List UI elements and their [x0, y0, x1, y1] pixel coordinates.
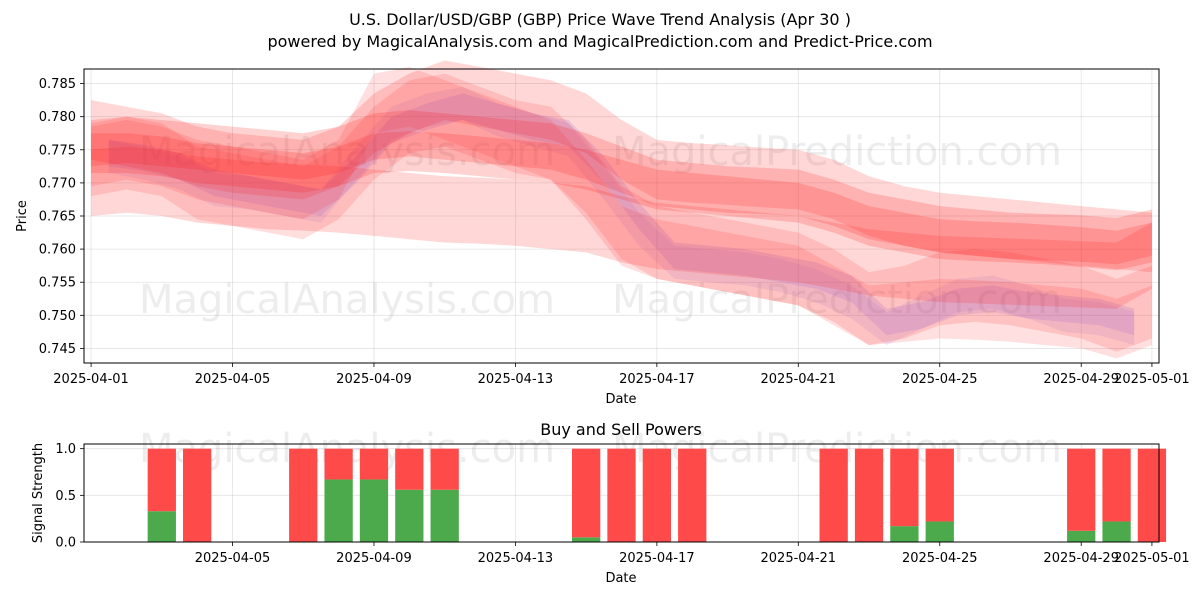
- buy-bar: [324, 479, 353, 542]
- price-y-tick-label: 0.760: [39, 243, 76, 258]
- sell-bar: [324, 448, 353, 480]
- sell-bar: [430, 448, 459, 490]
- price-x-tick-label: 2025-04-25: [902, 372, 978, 387]
- buy-sell-chart: Buy and Sell Powers MagicalAnalysis.com …: [31, 420, 1190, 586]
- price-x-tick-label: 2025-04-29: [1043, 372, 1119, 387]
- buy-sell-y-axis-label: Signal Strength: [31, 443, 46, 543]
- price-y-tick-label: 0.785: [39, 77, 76, 92]
- sell-bar: [147, 448, 176, 512]
- sell-bar: [183, 448, 212, 542]
- buy-bar: [925, 521, 954, 542]
- sell-bar: [395, 448, 424, 490]
- price-y-tick-label: 0.745: [39, 342, 76, 357]
- price-x-axis: 2025-04-01 2025-04-05 2025-04-09 2025-04-13…: [53, 363, 1190, 387]
- price-watermarks: MagicalAnalysis.com MagicalPrediction.co…: [139, 129, 1062, 323]
- price-wave-chart: MagicalAnalysis.com MagicalPrediction.co…: [15, 60, 1190, 407]
- buy-sell-y-tick-label: 0.5: [55, 489, 76, 504]
- main-chart-subtitle: powered by MagicalAnalysis.com and Magic…: [267, 32, 932, 51]
- buy-bar: [395, 489, 424, 542]
- buy-sell-axes-frame: [83, 443, 1160, 543]
- sell-bar: [1067, 448, 1096, 531]
- price-y-tick-label: 0.765: [39, 210, 76, 225]
- sell-bar: [289, 448, 318, 542]
- buy-sell-x-tick-label: 2025-04-17: [619, 551, 695, 566]
- price-x-tick-label: 2025-04-09: [336, 372, 412, 387]
- watermark-text: MagicalPrediction.com: [612, 277, 1062, 323]
- buy-bar: [359, 479, 389, 542]
- sell-bar: [925, 448, 954, 522]
- buy-bar: [147, 511, 176, 542]
- price-y-tick-label: 0.780: [39, 110, 76, 125]
- buy-sell-y-tick-label: 1.0: [55, 442, 76, 457]
- buy-sell-y-axis: 0.0 0.5 1.0: [55, 442, 84, 551]
- price-x-tick-label: 2025-05-01: [1114, 372, 1190, 387]
- buy-sell-x-axis: 2025-04-05 2025-04-09 2025-04-13 2025-04-17…: [195, 542, 1190, 566]
- sell-bar: [571, 448, 601, 538]
- buy-sell-x-tick-label: 2025-04-25: [902, 551, 978, 566]
- buy-sell-y-tick-label: 0.0: [55, 536, 76, 551]
- price-wave-band-actual-price-wave-2: [108, 86, 1135, 346]
- buy-sell-x-tick-label: 2025-04-13: [478, 551, 554, 566]
- watermark-text: MagicalAnalysis.com: [139, 129, 555, 175]
- buy-sell-x-tick-label: 2025-04-05: [195, 551, 271, 566]
- buy-sell-x-tick-label: 2025-04-09: [336, 551, 412, 566]
- watermark-text: MagicalAnalysis.com: [139, 277, 555, 323]
- price-x-tick-label: 2025-04-21: [761, 372, 837, 387]
- price-wave-band-wave-band-3: [91, 110, 1152, 265]
- price-x-tick-label: 2025-04-13: [478, 372, 554, 387]
- buy-bar: [430, 489, 459, 542]
- price-x-tick-label: 2025-04-01: [53, 372, 129, 387]
- sell-bar: [359, 448, 389, 480]
- buy-sell-title: Buy and Sell Powers: [540, 420, 702, 439]
- watermark-text: MagicalPrediction.com: [612, 129, 1062, 175]
- buy-bar: [1067, 530, 1096, 542]
- sell-bar: [890, 448, 919, 527]
- price-x-tick-label: 2025-04-05: [195, 372, 271, 387]
- sell-bar: [607, 448, 636, 542]
- price-x-tick-label: 2025-04-17: [619, 372, 695, 387]
- price-y-tick-label: 0.755: [39, 276, 76, 291]
- sell-bar: [1137, 448, 1167, 542]
- price-grid: [84, 69, 1159, 363]
- buy-sell-x-tick-label: 2025-04-29: [1043, 551, 1119, 566]
- price-wave-band-wave-band-1: [91, 60, 1152, 273]
- sell-bar: [854, 448, 884, 542]
- main-chart-title: U.S. Dollar/USD/GBP (GBP) Price Wave Tre…: [349, 10, 851, 29]
- price-y-tick-label: 0.770: [39, 176, 76, 191]
- buy-bar: [1102, 521, 1131, 542]
- buy-sell-x-axis-label: Date: [605, 571, 636, 586]
- price-y-tick-label: 0.750: [39, 309, 76, 324]
- buy-bar: [890, 526, 919, 542]
- price-wave-band-wave-band-6: [91, 131, 1152, 271]
- price-wave-band-wave-band-2: [91, 146, 1152, 309]
- sell-bar: [819, 448, 848, 542]
- buy-bar: [571, 537, 601, 542]
- buy-sell-bars: [147, 448, 1167, 542]
- price-series-group: [91, 60, 1152, 359]
- buy-sell-x-tick-label: 2025-05-01: [1114, 551, 1190, 566]
- price-wave-band-actual-price-wave: [108, 93, 1135, 336]
- price-y-tick-label: 0.775: [39, 143, 76, 158]
- sell-bar: [678, 448, 707, 542]
- price-y-axis: 0.745 0.750 0.755 0.760 0.765 0.770 0.775 0.780…: [39, 77, 84, 357]
- price-wave-band-wave-band-5: [91, 67, 1152, 359]
- price-x-axis-label: Date: [605, 392, 636, 407]
- price-y-axis-label: Price: [15, 200, 30, 232]
- price-wave-band-wave-band-4: [91, 73, 1152, 352]
- buy-sell-x-tick-label: 2025-04-21: [761, 551, 837, 566]
- sell-bar: [1102, 448, 1131, 522]
- sell-bar: [642, 448, 672, 542]
